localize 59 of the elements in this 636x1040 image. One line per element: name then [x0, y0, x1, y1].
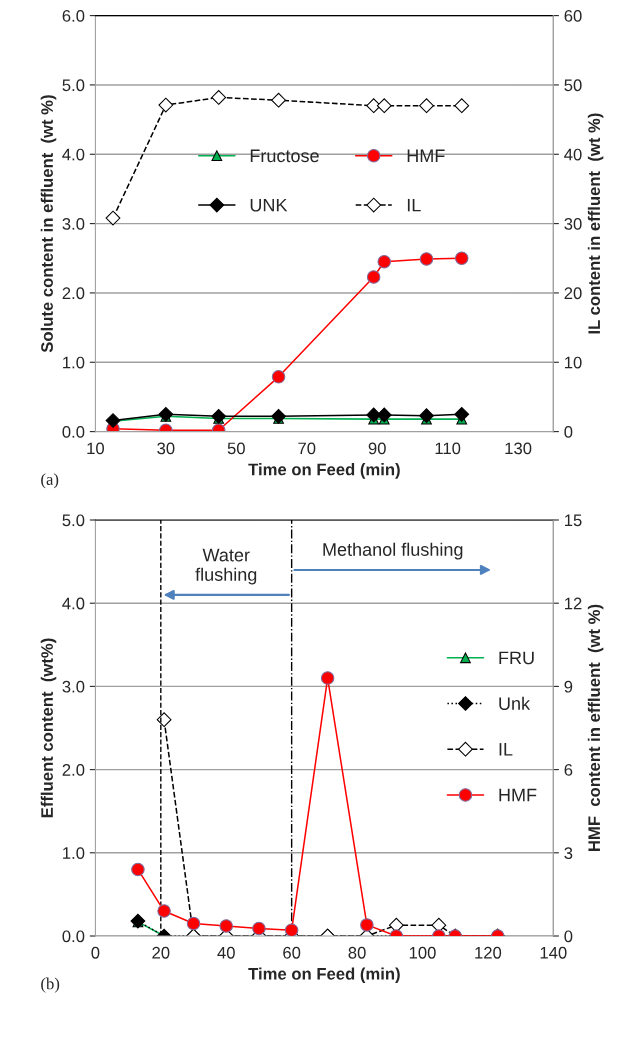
y-tick-label: 2.0 [62, 764, 85, 776]
y-axis-title: Solute content in effluent (wt %) [40, 95, 57, 353]
x-tick-label: 140 [540, 946, 567, 959]
annotation: Water flushing [195, 548, 257, 585]
legend-label: Fructose [250, 149, 319, 163]
x-tick-label: 30 [157, 442, 175, 455]
y2-tick-label: 6 [564, 764, 573, 776]
text: (b) [41, 977, 60, 993]
x-tick-label: 50 [227, 442, 245, 455]
y2-tick-label: 15 [565, 514, 582, 527]
y2-tick-label: 12 [565, 597, 582, 610]
y-tick-label: 4.0 [62, 148, 85, 161]
text: (a) [41, 473, 59, 489]
y2-tick-label: 30 [564, 218, 582, 230]
x-tick-label: 100 [409, 946, 436, 959]
y-tick-label: 0.0 [62, 426, 85, 438]
x-axis-title: Time on Feed (min) [248, 967, 400, 984]
annotation: Methanol flushing [323, 542, 463, 560]
y2-axis-title: IL content in effluent (wt %) [587, 113, 604, 334]
y-tick-label: 2.0 [62, 287, 85, 300]
legend-label: IL [407, 198, 421, 212]
y-tick-label: 5.0 [62, 514, 85, 527]
y-tick-label: 3.0 [62, 218, 85, 230]
x-tick-label: 40 [217, 946, 235, 959]
x-tick-label: 20 [152, 946, 170, 959]
y2-tick-label: 40 [564, 148, 582, 161]
x-tick-label: 110 [435, 442, 461, 455]
y-tick-label: 1.0 [63, 847, 85, 859]
y2-tick-label: 3 [564, 847, 573, 859]
y-tick-label: 0.0 [62, 930, 85, 943]
x-tick-label: 90 [368, 442, 386, 455]
x-tick-label: 130 [505, 442, 532, 455]
y2-axis-title: HMF content in effluent (wt %) [587, 604, 604, 851]
y2-tick-label: 9 [564, 680, 573, 693]
x-tick-label: 60 [283, 946, 301, 959]
y-tick-label: 1.0 [63, 356, 85, 369]
y2-tick-label: 0 [564, 930, 573, 943]
y-tick-label: 4.0 [62, 597, 85, 610]
legend-label: UNK [250, 198, 288, 212]
y2-tick-label: 20 [564, 287, 582, 300]
y2-tick-label: 50 [564, 79, 582, 92]
x-axis-title: Time on Feed (min) [248, 463, 400, 479]
x-tick-label: 70 [298, 442, 316, 455]
y-tick-label: 6.0 [62, 10, 85, 22]
x-tick-label: 120 [475, 946, 502, 959]
x-tick-label: 10 [87, 442, 105, 455]
y2-tick-label: 60 [564, 10, 582, 22]
y-axis-title: Effluent content (wt%) [40, 638, 57, 818]
legend-label: FRU [499, 651, 534, 665]
legend-label: HMF [499, 788, 537, 802]
y-tick-label: 5.0 [62, 79, 85, 92]
legend-label: HMF [407, 149, 445, 162]
y2-tick-label: 0 [564, 426, 573, 438]
y2-tick-label: 10 [565, 356, 582, 369]
y-tick-label: 3.0 [62, 680, 85, 693]
legend-label: Unk [499, 696, 531, 710]
legend-label: IL [499, 743, 513, 756]
x-tick-label: 80 [348, 946, 366, 959]
x-tick-label: 0 [91, 946, 100, 959]
